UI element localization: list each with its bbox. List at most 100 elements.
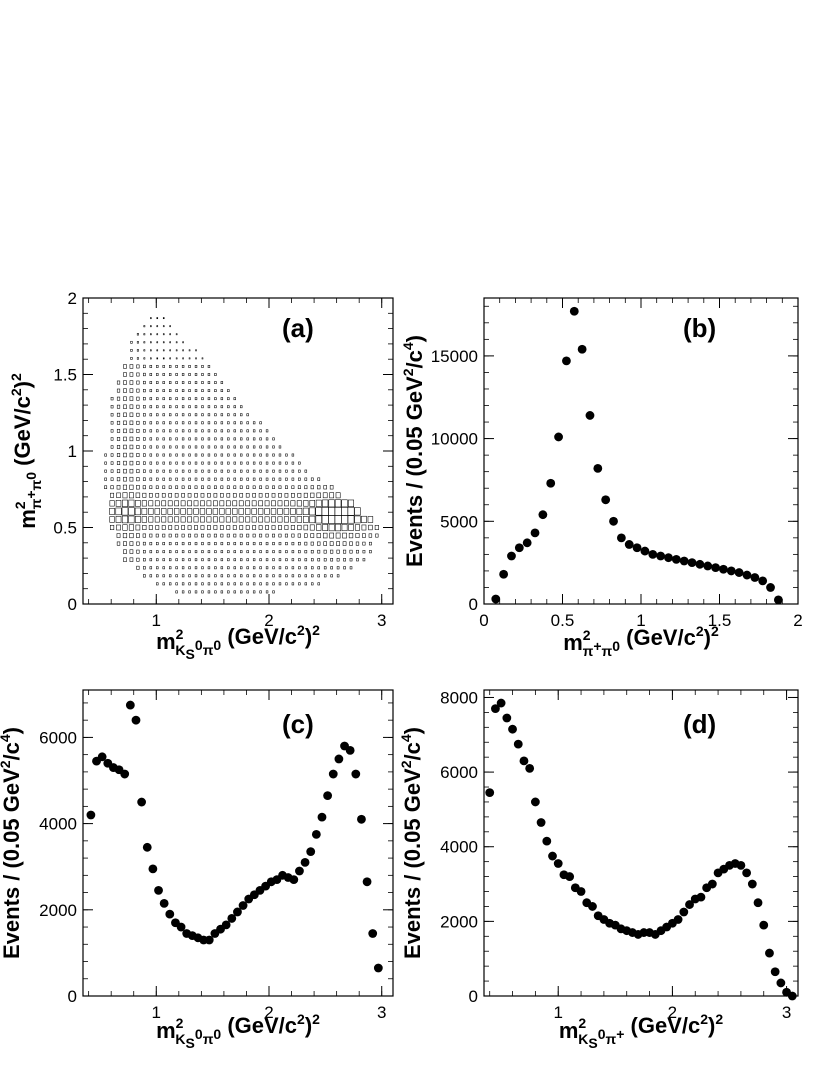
dalitz-bin: [259, 429, 262, 433]
dalitz-bin: [201, 477, 204, 481]
dalitz-bin: [239, 542, 243, 546]
dalitz-bin: [343, 558, 346, 562]
dalitz-bin: [181, 558, 185, 562]
dalitz-bin: [265, 566, 269, 570]
dalitz-bin: [194, 477, 198, 481]
dalitz-bin: [220, 590, 224, 594]
dalitz-bin: [116, 380, 121, 385]
axis-ticks: 1 2 3 0 2000 4000 6000: [39, 690, 393, 1022]
dalitz-bin: [227, 445, 230, 449]
dalitz-bin: [167, 508, 173, 515]
dalitz-bin: [329, 485, 334, 490]
dalitz-bin: [328, 507, 336, 516]
dalitz-bin: [259, 477, 262, 481]
data-point: [491, 594, 501, 604]
dalitz-bin: [297, 541, 301, 546]
dalitz-bin: [272, 582, 275, 586]
dalitz-bin: [116, 461, 121, 465]
dalitz-bin: [257, 508, 264, 515]
dalitz-bin: [123, 549, 127, 554]
data-point: [227, 914, 237, 923]
dalitz-bin: [156, 397, 159, 401]
dalitz-bin: [226, 485, 230, 489]
dalitz-bin: [162, 341, 165, 344]
dalitz-bin: [194, 493, 198, 498]
dalitz-bin: [181, 365, 185, 368]
dalitz-bin: [136, 341, 139, 344]
dalitz-bin: [200, 493, 205, 498]
dalitz-bin: [129, 404, 134, 409]
data-point: [525, 763, 535, 773]
dalitz-bin: [156, 357, 159, 360]
dalitz-bin: [272, 469, 275, 473]
dalitz-bin: [194, 405, 198, 409]
dalitz-bin: [246, 485, 250, 489]
dalitz-bin: [265, 582, 269, 586]
dalitz-bin: [220, 493, 224, 498]
dalitz-bin: [149, 469, 153, 473]
dalitz-bin: [259, 558, 262, 562]
dalitz-bin: [303, 524, 309, 531]
dalitz-bin: [252, 590, 256, 594]
dalitz-bin: [169, 365, 172, 368]
dalitz-bin: [201, 533, 204, 538]
dalitz-bin: [188, 542, 191, 546]
dalitz-bin: [206, 516, 212, 523]
data-point: [696, 892, 706, 902]
dalitz-bin: [214, 453, 217, 457]
dalitz-bin: [355, 541, 360, 546]
dalitz-bin: [246, 445, 249, 449]
dalitz-bin: [154, 516, 160, 523]
dalitz-bin: [136, 461, 140, 465]
dalitz-bin: [201, 574, 204, 578]
dalitz-bin: [310, 550, 314, 554]
dalitz-bin: [141, 507, 148, 515]
dalitz-bin: [271, 493, 276, 498]
dalitz-bin: [271, 525, 276, 530]
dalitz-bin: [317, 477, 321, 481]
dalitz-bin: [122, 492, 128, 499]
panel-c-histogram: 1 2 3 0 2000 4000 6000 (c) m2 KS0π0 (GeV/c2)2 E…: [0, 689, 394, 1051]
dalitz-bin: [201, 437, 204, 441]
dalitz-bin: [162, 469, 165, 473]
dalitz-bin: [245, 516, 251, 523]
dalitz-bin: [175, 582, 178, 586]
data-point: [362, 877, 372, 887]
dalitz-bin: [188, 469, 191, 473]
dalitz-bin: [240, 429, 243, 433]
dalitz-bin: [369, 550, 372, 554]
dalitz-bin: [169, 333, 171, 336]
dalitz-bin: [129, 492, 134, 499]
dalitz-bin: [258, 516, 264, 523]
dalitz-bin: [233, 461, 236, 465]
dalitz-bin: [201, 389, 204, 393]
data-point: [585, 411, 595, 420]
dalitz-bin: [156, 445, 159, 449]
dalitz-bin: [233, 574, 236, 578]
dalitz-bin: [334, 515, 342, 524]
dalitz-bin: [277, 516, 283, 523]
dalitz-bin: [201, 381, 204, 384]
dalitz-bin: [129, 396, 134, 401]
dalitz-bin: [336, 574, 340, 578]
dalitz-bin: [162, 365, 165, 368]
dalitz-bin: [303, 516, 309, 523]
dalitz-bin: [214, 405, 217, 409]
dalitz-bin: [227, 421, 230, 425]
dalitz-bin: [161, 525, 166, 530]
dalitz-bin: [143, 453, 146, 457]
dalitz-bin: [258, 525, 263, 530]
data-point: [514, 543, 524, 553]
dalitz-bin: [122, 524, 128, 531]
dalitz-bin: [162, 373, 165, 376]
dalitz-bin: [259, 445, 262, 449]
dalitz-bin: [246, 477, 249, 481]
dalitz-bin: [265, 445, 269, 449]
y-tick-label: 10000: [431, 430, 478, 449]
dalitz-bin: [220, 533, 224, 538]
dalitz-bin: [272, 485, 275, 489]
dalitz-bin: [156, 349, 159, 352]
dalitz-bin: [303, 500, 309, 507]
dalitz-bin: [311, 582, 314, 586]
